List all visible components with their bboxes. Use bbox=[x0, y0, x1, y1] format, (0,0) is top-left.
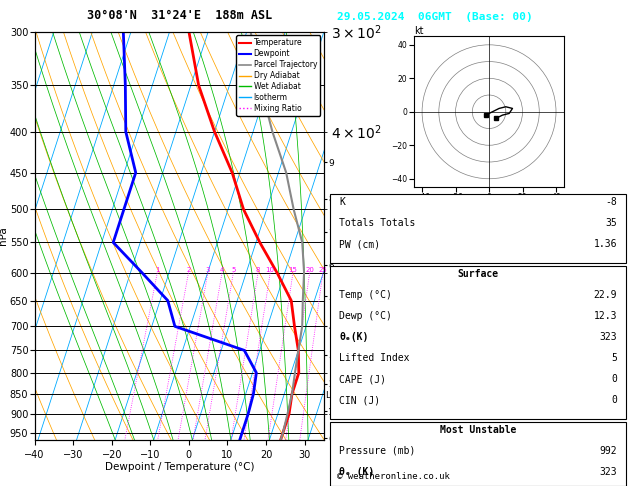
Bar bbox=[330, 194, 626, 263]
Text: Pressure (mb): Pressure (mb) bbox=[339, 446, 416, 456]
Legend: Temperature, Dewpoint, Parcel Trajectory, Dry Adiabat, Wet Adiabat, Isotherm, Mi: Temperature, Dewpoint, Parcel Trajectory… bbox=[236, 35, 320, 116]
Text: 20: 20 bbox=[305, 267, 314, 273]
Text: 3: 3 bbox=[206, 267, 210, 273]
Text: 992: 992 bbox=[599, 446, 617, 456]
Text: 5: 5 bbox=[611, 353, 617, 363]
Text: 29.05.2024  06GMT  (Base: 00): 29.05.2024 06GMT (Base: 00) bbox=[337, 12, 532, 22]
Text: kt: kt bbox=[414, 26, 423, 35]
Bar bbox=[330, 266, 626, 419]
Text: 0: 0 bbox=[611, 374, 617, 384]
Text: Most Unstable: Most Unstable bbox=[440, 425, 516, 435]
Text: © weatheronline.co.uk: © weatheronline.co.uk bbox=[337, 472, 449, 481]
Text: 323: 323 bbox=[599, 467, 617, 477]
Y-axis label: hPa: hPa bbox=[0, 226, 8, 245]
Text: Temp (°C): Temp (°C) bbox=[339, 290, 392, 300]
Text: 15: 15 bbox=[289, 267, 298, 273]
Text: Totals Totals: Totals Totals bbox=[339, 218, 416, 228]
Text: θₑ(K): θₑ(K) bbox=[339, 332, 369, 342]
Text: 22.9: 22.9 bbox=[594, 290, 617, 300]
Text: K: K bbox=[339, 197, 345, 208]
Text: 2: 2 bbox=[186, 267, 191, 273]
Text: 10: 10 bbox=[265, 267, 275, 273]
Text: 12.3: 12.3 bbox=[594, 311, 617, 321]
Text: 25: 25 bbox=[318, 267, 327, 273]
Y-axis label: km
ASL: km ASL bbox=[385, 227, 404, 244]
Text: 1: 1 bbox=[155, 267, 160, 273]
Text: Surface: Surface bbox=[457, 269, 499, 279]
Text: 35: 35 bbox=[605, 218, 617, 228]
Text: Lifted Index: Lifted Index bbox=[339, 353, 409, 363]
Text: CAPE (J): CAPE (J) bbox=[339, 374, 386, 384]
Text: 5: 5 bbox=[231, 267, 235, 273]
Text: 4: 4 bbox=[220, 267, 224, 273]
Text: 0: 0 bbox=[611, 395, 617, 405]
Text: LCL: LCL bbox=[325, 391, 342, 400]
X-axis label: Dewpoint / Temperature (°C): Dewpoint / Temperature (°C) bbox=[104, 462, 254, 472]
Text: -8: -8 bbox=[605, 197, 617, 208]
Text: 30°08'N  31°24'E  188m ASL: 30°08'N 31°24'E 188m ASL bbox=[87, 9, 272, 22]
Text: 323: 323 bbox=[599, 332, 617, 342]
Bar bbox=[330, 422, 626, 486]
Text: CIN (J): CIN (J) bbox=[339, 395, 380, 405]
Text: θₑ (K): θₑ (K) bbox=[339, 467, 374, 477]
Text: PW (cm): PW (cm) bbox=[339, 239, 380, 249]
Text: 8: 8 bbox=[256, 267, 260, 273]
Text: 1.36: 1.36 bbox=[594, 239, 617, 249]
Text: Dewp (°C): Dewp (°C) bbox=[339, 311, 392, 321]
